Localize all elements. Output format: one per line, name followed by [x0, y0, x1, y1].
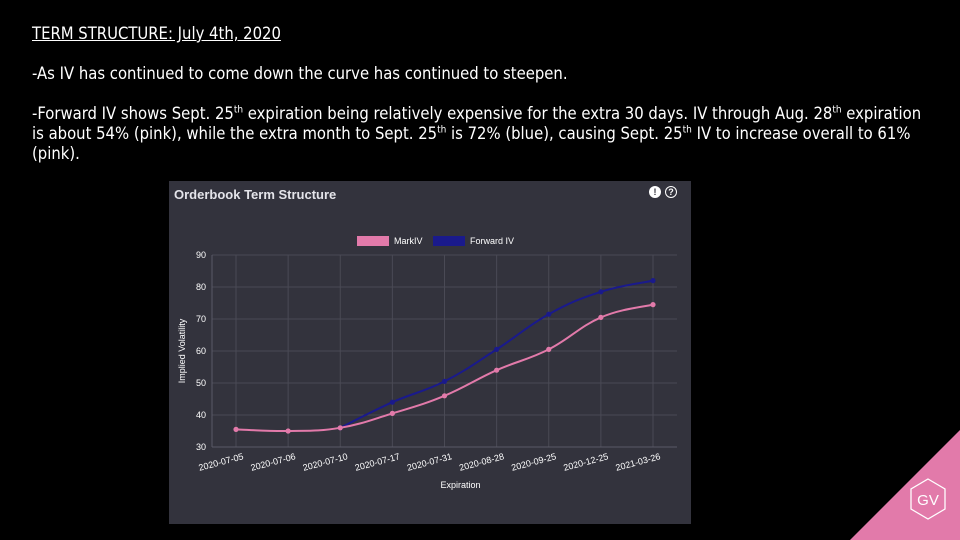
chart-panel: 30 40 50 60 70 80 90 2020-07-05 2020-07-06 2020-0…	[169, 181, 691, 524]
logo-hexagon	[910, 478, 946, 520]
data-point-markiv	[650, 302, 656, 308]
data-point-markiv	[233, 426, 239, 432]
y-tick-label: 40	[196, 410, 206, 420]
help-icon[interactable]: ?	[665, 186, 677, 198]
slide-title: TERM STRUCTURE: July 4th, 2020	[32, 24, 281, 43]
data-point-forward-iv	[598, 289, 604, 295]
data-point-markiv	[337, 425, 343, 431]
x-tick-label: 2020-07-06	[250, 451, 297, 473]
y-axis-title: Implied Volatility	[177, 318, 187, 383]
data-point-markiv	[494, 367, 500, 373]
y-tick-label: 80	[196, 282, 206, 292]
data-point-forward-iv	[650, 278, 656, 284]
x-tick-label: 2020-08-28	[458, 451, 505, 473]
legend-swatch-forward-iv	[433, 236, 465, 246]
exclamation-icon[interactable]: !	[649, 186, 661, 198]
panel-icons: ! ?	[649, 186, 677, 198]
x-tick-label: 2020-09-25	[510, 451, 557, 473]
x-tick-label: 2020-07-10	[302, 451, 349, 473]
y-tick-label: 30	[196, 442, 206, 452]
legend-label-markiv: MarkIV	[394, 236, 423, 246]
y-tick-label: 90	[196, 250, 206, 260]
legend-label-forward-iv: Forward IV	[470, 236, 514, 246]
data-point-forward-iv	[494, 346, 500, 352]
slide-text: TERM STRUCTURE: July 4th, 2020 -As IV ha…	[32, 24, 932, 184]
gv-logo: GV	[850, 430, 960, 540]
logo-text: GV	[917, 492, 939, 509]
x-tick-label: 2020-07-31	[406, 451, 453, 473]
legend-swatch-markiv	[357, 236, 389, 246]
data-point-markiv	[546, 346, 552, 352]
y-tick-label: 70	[196, 314, 206, 324]
y-tick-label: 50	[196, 378, 206, 388]
data-point-markiv	[285, 428, 291, 434]
y-tick-label: 60	[196, 346, 206, 356]
data-point-markiv	[389, 410, 395, 416]
x-tick-label: 2020-07-05	[197, 451, 244, 473]
x-tick-label: 2020-07-17	[354, 451, 401, 473]
bullet-forward-iv: -Forward IV shows Sept. 25th expiration …	[32, 104, 922, 163]
data-point-forward-iv	[389, 399, 395, 405]
logo-triangle	[850, 430, 960, 540]
data-point-markiv	[441, 393, 448, 399]
panel-title: Orderbook Term Structure	[174, 187, 337, 202]
data-point-markiv	[598, 314, 604, 320]
bullet-iv-steepen: -As IV has continued to come down the cu…	[32, 64, 568, 83]
data-point-forward-iv	[441, 378, 448, 384]
x-tick-label: 2020-12-25	[562, 451, 609, 473]
x-axis-title: Expiration	[440, 480, 480, 490]
data-point-forward-iv	[546, 311, 552, 317]
x-tick-label: 2021-03-26	[614, 451, 661, 473]
